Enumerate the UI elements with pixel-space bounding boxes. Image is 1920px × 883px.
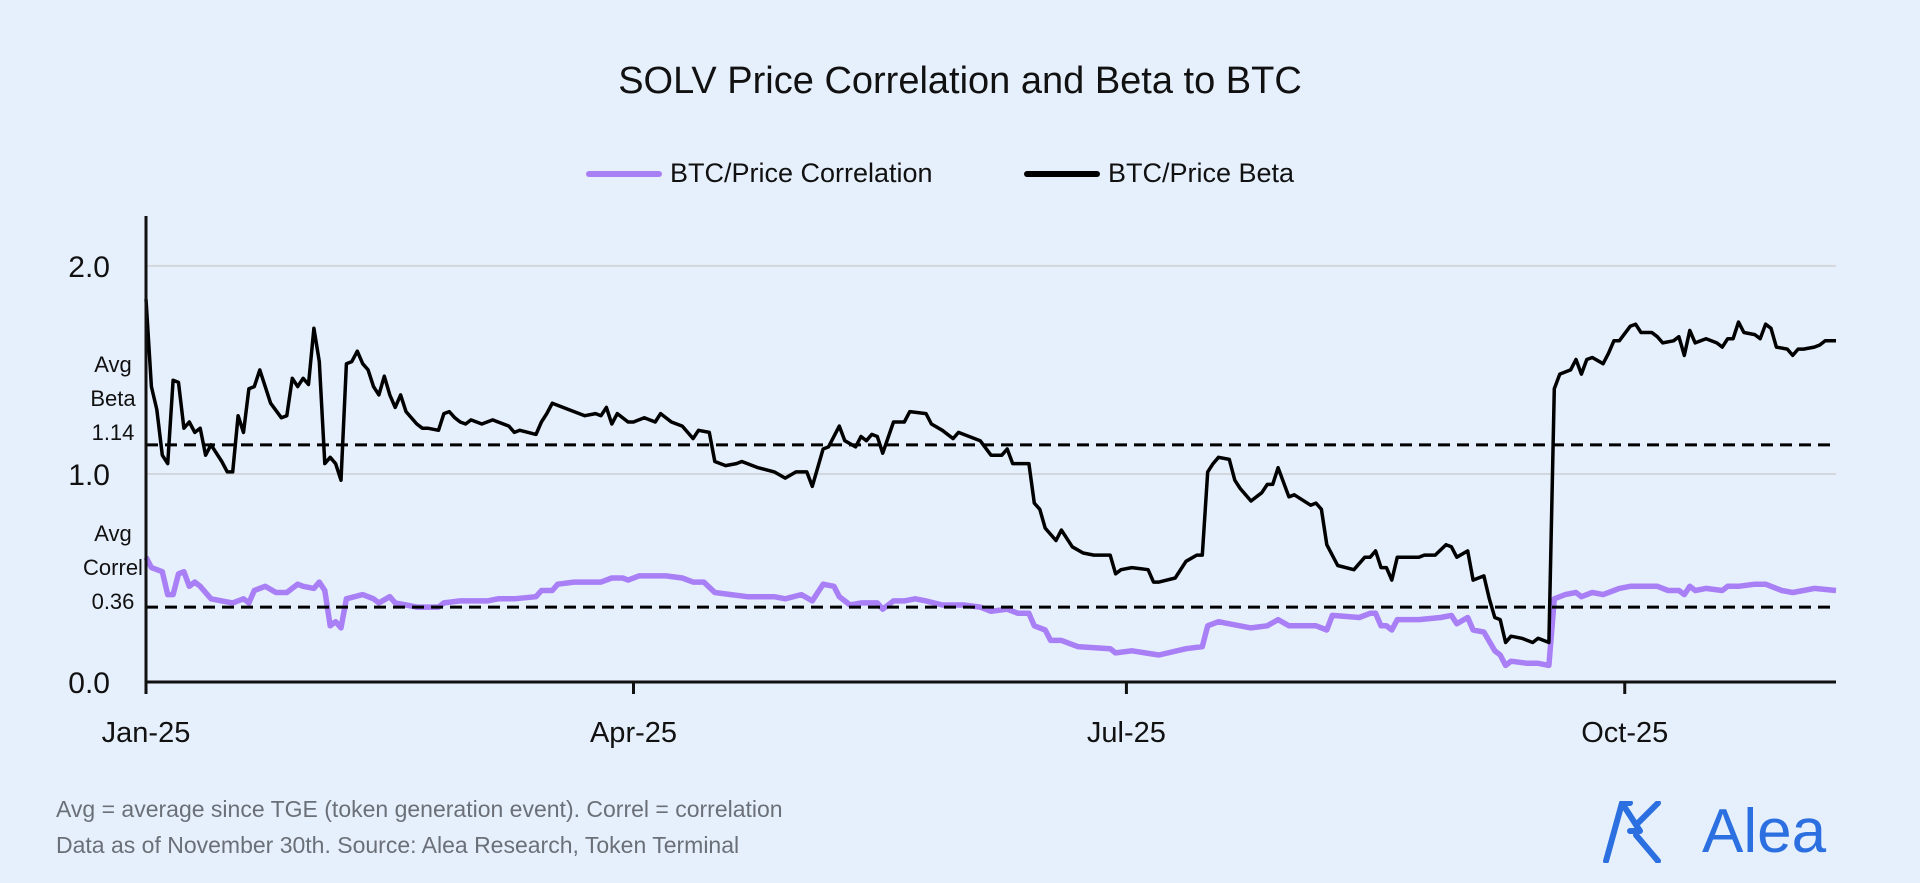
series-line-beta — [144, 299, 1836, 645]
x-tick-label: Jan-25 — [102, 717, 191, 749]
x-tick-label: Jul-25 — [1087, 717, 1166, 749]
average-label-correlation: 0.36 — [92, 589, 135, 614]
legend-swatch-beta — [1024, 170, 1100, 177]
legend-item-correlation: BTC/Price Correlation — [586, 158, 933, 189]
legend-label-beta: BTC/Price Beta — [1108, 158, 1295, 188]
legend-item-beta: BTC/Price Beta — [1024, 158, 1294, 189]
legend-swatch-correlation — [586, 170, 662, 177]
y-tick-label: 1.0 — [68, 459, 110, 492]
series-line-correlation — [143, 555, 1837, 669]
y-tick-label: 2.0 — [68, 251, 110, 284]
alea-logo-text: Alea — [1702, 797, 1827, 866]
chart-legend: BTC/Price Correlation BTC/Price Beta — [0, 158, 1920, 192]
average-label-beta: 1.14 — [92, 420, 135, 445]
average-label-correlation: Avg — [94, 521, 132, 546]
y-tick-label: 0.0 — [68, 667, 110, 700]
footnote-source: Data as of November 30th. Source: Alea R… — [56, 832, 740, 858]
average-label-beta: Beta — [90, 386, 136, 411]
footnote-definitions: Avg = average since TGE (token generatio… — [56, 796, 783, 822]
average-label-correlation: Correl — [83, 555, 143, 580]
x-tick-label: Oct-25 — [1581, 717, 1668, 749]
x-tick-label: Apr-25 — [590, 717, 677, 749]
alea-logo-mark-icon — [1603, 800, 1661, 863]
legend-label-correlation: BTC/Price Correlation — [670, 158, 933, 188]
alea-logo: Alea — [1600, 796, 1826, 867]
average-label-beta: Avg — [94, 352, 132, 377]
chart-title: SOLV Price Correlation and Beta to BTC — [618, 60, 1302, 102]
